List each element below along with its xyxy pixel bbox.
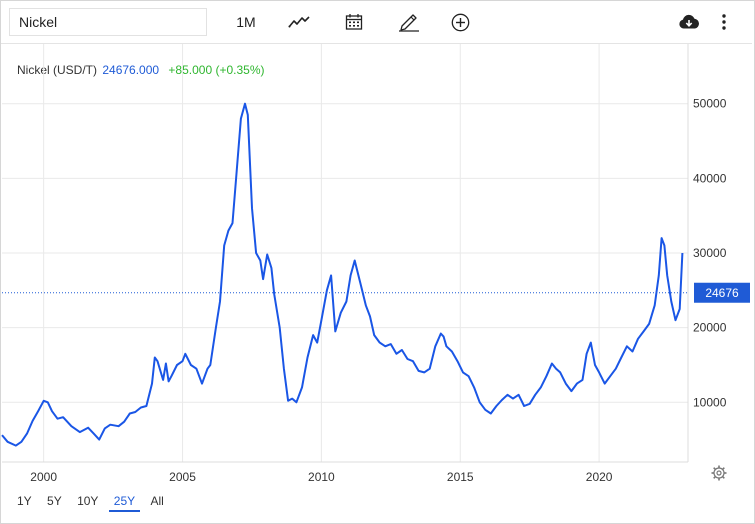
- y-tick-label: 40000: [693, 171, 727, 185]
- price-line: [1, 102, 684, 447]
- x-tick-label: 2020: [586, 470, 613, 484]
- y-axis: 10000 20000 30000 40000 50000: [693, 97, 727, 410]
- y-tick-label: 10000: [693, 395, 727, 409]
- x-tick-label: 2015: [447, 470, 474, 484]
- x-axis: 2000 2005 2010 2015 2020: [30, 470, 612, 484]
- series-layer: [1, 102, 684, 447]
- chart-grid: [2, 44, 689, 463]
- legend-symbol: Nickel (USD/T): [17, 63, 97, 77]
- y-tick-label: 50000: [693, 97, 727, 111]
- range-button-5y[interactable]: 5Y: [47, 494, 62, 508]
- gear-icon[interactable]: [711, 465, 727, 481]
- more-vertical-icon[interactable]: [717, 10, 731, 34]
- chart-toolbar: 1M: [1, 1, 752, 44]
- download-cloud-icon[interactable]: [678, 10, 700, 34]
- x-tick-label: 2005: [169, 470, 196, 484]
- legend-price: 24676.000: [102, 63, 160, 77]
- symbol-search-input[interactable]: [9, 8, 207, 36]
- add-circle-icon[interactable]: [450, 10, 470, 34]
- range-button-1y[interactable]: 1Y: [17, 494, 32, 508]
- chart-legend: Nickel (USD/T) 24676.000 +85.000 (+0.35%…: [17, 63, 265, 77]
- last-value-badge: [694, 282, 750, 303]
- last-value-marker: 24676: [2, 282, 750, 303]
- y-tick-label: 20000: [693, 321, 727, 335]
- pencil-icon[interactable]: [397, 10, 421, 34]
- calendar-icon[interactable]: [344, 10, 364, 34]
- y-tick-label: 30000: [693, 246, 727, 260]
- range-button-10y[interactable]: 10Y: [77, 494, 99, 508]
- range-button-25y[interactable]: 25Y: [108, 492, 141, 512]
- last-value-label: 24676: [705, 286, 739, 300]
- x-tick-label: 2000: [30, 470, 57, 484]
- x-tick-label: 2010: [308, 470, 335, 484]
- line-chart-icon[interactable]: [288, 10, 310, 34]
- legend-change: +85.000 (+0.35%): [168, 63, 265, 77]
- range-button-all[interactable]: All: [150, 494, 164, 508]
- period-selector-button[interactable]: 1M: [236, 14, 256, 30]
- range-selector: 1Y 5Y 10Y 25Y All: [12, 492, 171, 512]
